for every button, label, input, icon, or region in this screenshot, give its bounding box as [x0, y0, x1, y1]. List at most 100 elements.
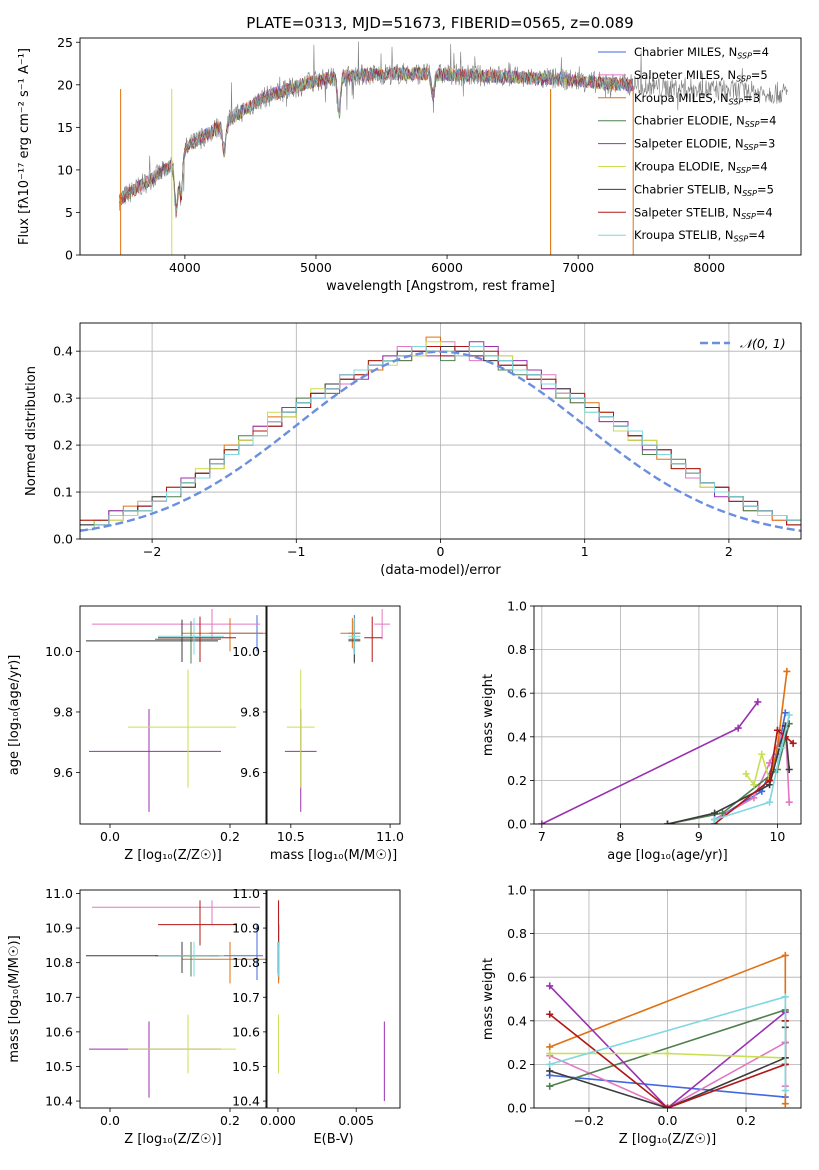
mass-vs-Z-y-tick-label: 10.4 — [45, 1094, 73, 1109]
legend-label: Chabrier MILES, NSSP=4 — [634, 45, 769, 61]
mass-weight-marker — [711, 816, 719, 824]
age-vs-Z-x-tick-label: 0.0 — [100, 829, 120, 844]
model-spectrum-line — [119, 66, 634, 216]
mass-vs-Z-frame — [79, 889, 267, 1109]
mass-weight-vs-age-y-tick-label: 0.6 — [507, 686, 527, 701]
mass-weight-vs-age-x-tick-label: 7 — [538, 829, 546, 844]
spectrum-y-tick-label: 0 — [65, 248, 73, 263]
mass-weight-marker — [777, 744, 785, 752]
mass-weight-vs-age-x-tick-label: 8 — [616, 829, 624, 844]
spectrum-frame — [79, 37, 802, 256]
spectrum-x-tick-label: 8000 — [693, 260, 725, 275]
mass-weight-marker — [711, 809, 719, 817]
mass-weight-vs-age-frame — [533, 605, 802, 825]
mass-weight-vs-age-plot-area — [538, 667, 797, 824]
age-vs-Z-y-tick-label: 9.6 — [53, 765, 73, 780]
mass-weight-marker — [546, 1010, 554, 1018]
mass-vs-EBV-frame — [266, 889, 401, 1109]
spectrum-x-tick-label: 4000 — [169, 260, 201, 275]
mass-weight-vs-Z-y-tick-label: 1.0 — [507, 883, 527, 898]
mass-weight-vs-age-x-tick-label: 10 — [769, 829, 785, 844]
age-vs-Z-y-tick-label: 9.8 — [53, 704, 73, 719]
mass-weight-vs-Z-plot-area — [546, 951, 789, 1108]
mass-weight-vs-Z-x-axis-label: Z [log₁₀(Z/Z☉)] — [619, 1132, 716, 1147]
age-vs-Z-x-axis-label: Z [log₁₀(Z/Z☉)] — [124, 848, 221, 863]
age-vs-Z-x-tick-label: 0.2 — [220, 829, 240, 844]
mass-vs-EBV-plot-area — [277, 900, 385, 1102]
mass-vs-Z-plot-area — [86, 900, 266, 1098]
mass-weight-marker — [546, 1060, 554, 1068]
age-vs-Z-y-tick-label: 10.0 — [45, 644, 73, 659]
mass-weight-vs-Z-y-tick-label: 0.0 — [507, 1101, 527, 1116]
mass-weight-marker — [546, 982, 554, 990]
legend-label: Salpeter MILES, NSSP=5 — [634, 68, 768, 84]
mass-vs-EBV-y-tick-label: 10.8 — [232, 955, 260, 970]
mass-weight-marker — [718, 809, 726, 817]
legend-label: Salpeter STELIB, NSSP=4 — [634, 205, 773, 221]
spectrum-y-tick-label: 5 — [65, 205, 73, 220]
age-vs-mass-x-axis-label: mass [log₁₀(M/M☉)] — [270, 848, 397, 863]
mass-vs-EBV-x-tick-label: 0.000 — [260, 1113, 296, 1128]
legend-label: Kroupa MILES, NSSP=3 — [634, 91, 760, 107]
residuals-frame — [79, 322, 802, 540]
spectrum-axes: 4000 5000 6000 7000 8000 0 5 10 15 20 25 wavelength… — [17, 35, 725, 294]
spectrum-y-tick-label: 25 — [57, 35, 73, 50]
residuals-x-axis-label: (data-model)/error — [380, 563, 501, 578]
mass-weight-marker — [781, 993, 789, 1001]
age-vs-mass-frame — [266, 605, 401, 825]
mass-weight-marker — [766, 776, 774, 784]
age-vs-Z-axes: 0.0 0.2 9.6 9.8 10.0 Z [log₁₀(Z/Z☉)] age [log₁… — [7, 644, 240, 863]
spectrum-x-tick-label: 5000 — [300, 260, 332, 275]
residuals-y-tick-label: 0.3 — [53, 391, 73, 406]
residuals-y-tick-label: 0.1 — [53, 485, 73, 500]
spectrum-legend: Chabrier MILES, NSSP=4 Salpeter MILES, NS… — [598, 45, 776, 244]
mass-vs-Z-y-tick-label: 10.7 — [45, 990, 73, 1005]
residual-histogram — [80, 346, 801, 531]
age-vs-Z-y-axis-label: age [log₁₀(age/yr)] — [7, 655, 22, 776]
mass-weight-vs-age-y-tick-label: 0.0 — [507, 817, 527, 832]
mass-vs-Z-axes: 0.0 0.2 10.4 10.5 10.6 10.7 10.8 10.9 11.0 Z [log… — [7, 886, 240, 1147]
mass-vs-EBV-axes: 0.000 0.005 10.4 10.5 10.6 10.7 10.8 10.9 11.0 E(… — [232, 886, 374, 1147]
age-vs-mass-x-tick-label: 10.5 — [277, 829, 305, 844]
mass-weight-vs-Z-x-tick-label: −0.2 — [574, 1113, 604, 1128]
mass-weight-marker — [538, 820, 546, 824]
residuals-x-tick-label: −2 — [143, 544, 161, 559]
mass-weight-marker — [750, 781, 758, 789]
legend-label: Kroupa ELODIE, NSSP=4 — [634, 160, 768, 176]
mass-weight-marker — [781, 709, 789, 717]
residuals-y-tick-label: 0.2 — [53, 438, 73, 453]
residuals-x-tick-label: 2 — [725, 544, 733, 559]
mass-weight-vs-Z-x-tick-label: 0.2 — [736, 1113, 756, 1128]
mass-vs-EBV-y-tick-label: 11.0 — [232, 886, 260, 901]
spectrum-x-tick-label: 6000 — [431, 260, 463, 275]
mass-weight-marker — [664, 1104, 671, 1108]
mass-weight-marker — [750, 794, 758, 802]
spectrum-y-tick-label: 20 — [57, 77, 73, 92]
mass-weight-vs-Z-axes: −0.2 0.0 0.2 0.0 0.2 0.4 0.6 0.8 1.0 Z [log₁₀(Z/Z… — [481, 883, 801, 1147]
mass-weight-marker — [781, 1100, 789, 1108]
mass-vs-Z-x-axis-label: Z [log₁₀(Z/Z☉)] — [124, 1132, 221, 1147]
spectrum-y-tick-label: 10 — [57, 162, 73, 177]
mass-weight-marker — [785, 766, 793, 773]
mass-weight-marker — [781, 951, 789, 959]
legend-label: Salpeter ELODIE, NSSP=3 — [634, 137, 775, 153]
mass-weight-marker — [734, 724, 742, 732]
residuals-y-tick-label: 0.0 — [53, 532, 73, 547]
normal-distribution-curve — [80, 350, 801, 532]
mass-weight-marker — [546, 1050, 554, 1057]
spectrum-plot-area — [119, 41, 789, 255]
residuals-y-axis-label: Normed distribution — [24, 366, 39, 496]
mass-weight-vs-age-axes: 7 8 9 10 0.0 0.2 0.4 0.6 0.8 1.0 age [log₁₀(age/yr… — [481, 599, 801, 863]
mass-vs-Z-y-tick-label: 10.8 — [45, 955, 73, 970]
legend-label: Chabrier ELODIE, NSSP=4 — [634, 114, 776, 130]
mass-weight-vs-age-y-tick-label: 0.4 — [507, 729, 527, 744]
mass-weight-line — [745, 751, 771, 787]
mass-weight-marker — [773, 726, 781, 734]
mass-vs-EBV-y-tick-label: 10.7 — [232, 990, 260, 1005]
mass-weight-line — [714, 714, 790, 821]
spectrum-x-axis-label: wavelength [Angstrom, rest frame] — [326, 279, 555, 294]
mass-weight-line — [667, 723, 790, 824]
mass-weight-marker — [742, 770, 750, 778]
mass-vs-Z-x-tick-label: 0.0 — [100, 1113, 120, 1128]
mass-weight-marker — [664, 820, 671, 824]
